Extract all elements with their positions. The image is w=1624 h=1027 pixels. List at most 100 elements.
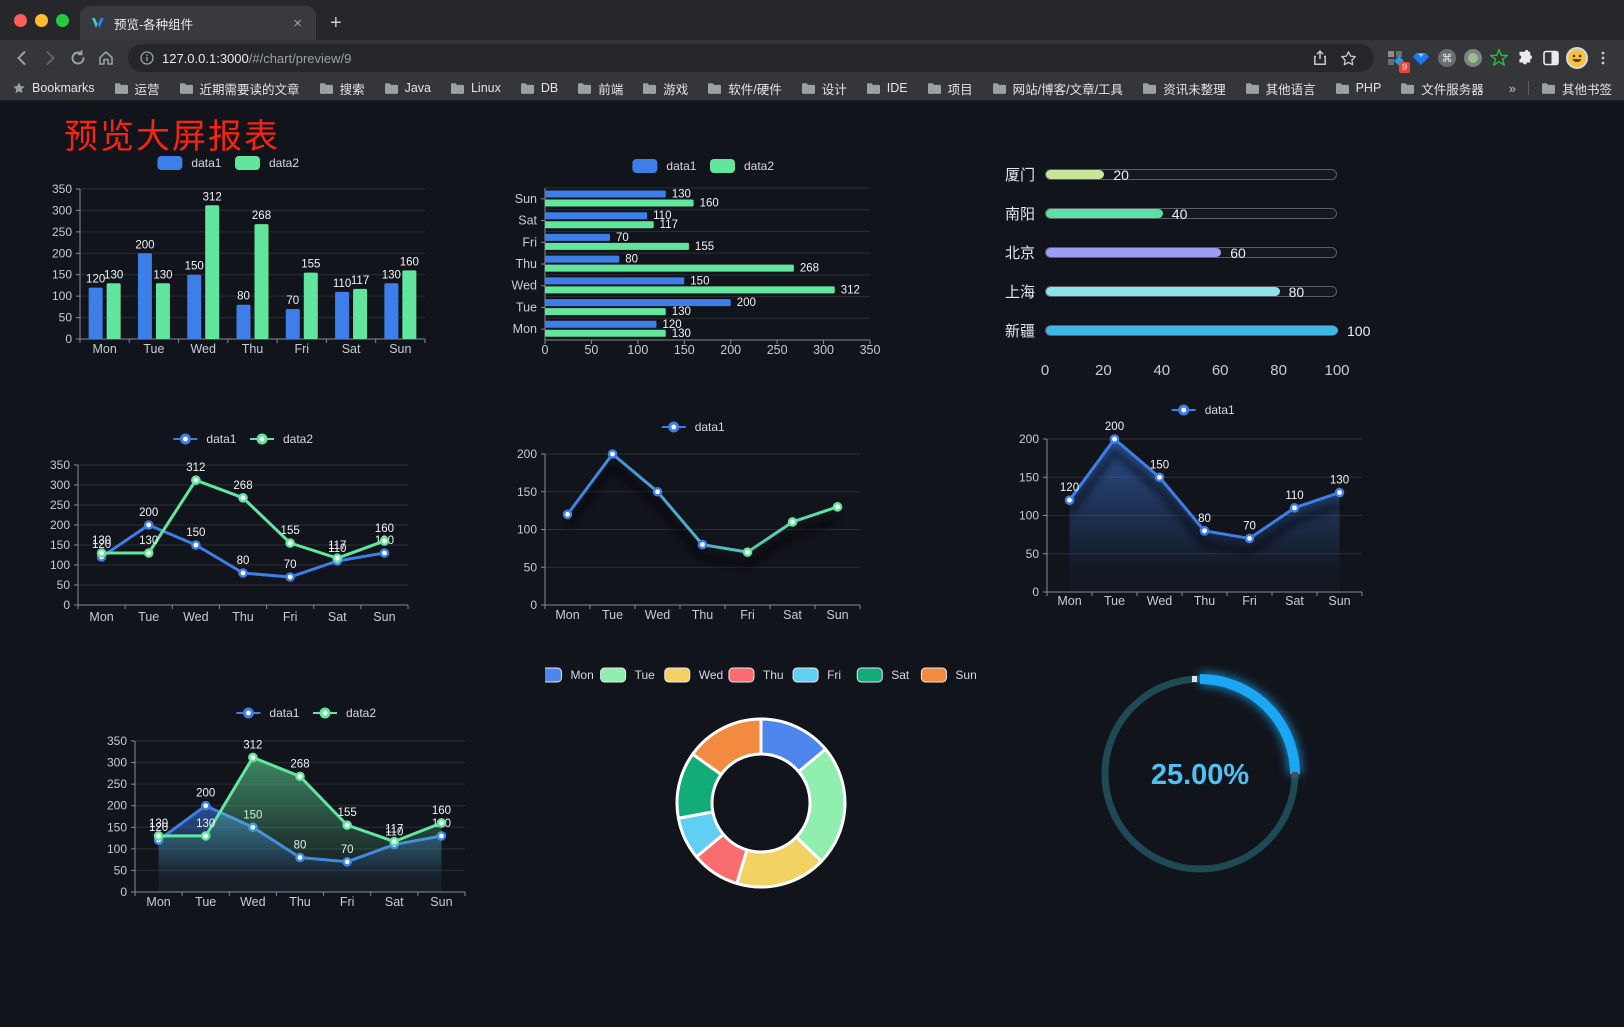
bookmark-folder[interactable]: IDE bbox=[866, 79, 908, 98]
svg-text:110: 110 bbox=[328, 543, 346, 555]
svg-text:250: 250 bbox=[767, 343, 788, 357]
progress-track: 80 bbox=[1045, 284, 1337, 300]
folder-icon bbox=[1245, 82, 1259, 94]
svg-text:200: 200 bbox=[139, 507, 158, 519]
svg-text:25.00%: 25.00% bbox=[1151, 759, 1250, 791]
svg-text:250: 250 bbox=[107, 777, 127, 791]
puzzle-extension-icon[interactable] bbox=[1512, 45, 1538, 71]
bookmark-folder-label: PHP bbox=[1355, 81, 1382, 95]
other-bookmarks[interactable]: 其他书签 bbox=[1541, 79, 1612, 98]
home-button[interactable] bbox=[92, 44, 120, 72]
bookmarks-root[interactable]: Bookmarks bbox=[12, 81, 95, 95]
back-button[interactable] bbox=[8, 44, 36, 72]
reload-button[interactable] bbox=[64, 44, 92, 72]
bookmark-star-icon[interactable] bbox=[1334, 44, 1362, 72]
dual-area-chart: data1 data2 0 50 100 150 200 250 300 350 Mon Tue Wed… bbox=[95, 700, 487, 922]
svg-text:150: 150 bbox=[1150, 459, 1169, 471]
svg-text:150: 150 bbox=[674, 343, 695, 357]
url-host: 127.0.0.1:3000 bbox=[162, 50, 249, 66]
bookmark-folder[interactable]: 近期需要读的文章 bbox=[179, 79, 300, 98]
green-star-extension-icon[interactable] bbox=[1486, 45, 1512, 71]
command-extension-icon[interactable]: ⌘ bbox=[1434, 45, 1460, 71]
bookmark-folder[interactable]: 项目 bbox=[927, 79, 973, 98]
browser-tab[interactable]: 预览-各种组件 × bbox=[80, 6, 316, 40]
close-window-button[interactable] bbox=[14, 14, 27, 27]
bookmark-folder[interactable]: DB bbox=[520, 79, 558, 98]
svg-text:Thu: Thu bbox=[242, 342, 264, 356]
svg-text:350: 350 bbox=[107, 734, 127, 748]
bookmark-folder[interactable]: PHP bbox=[1335, 79, 1382, 98]
bookmark-folder[interactable]: Linux bbox=[450, 79, 501, 98]
bookmark-folder[interactable]: 游戏 bbox=[642, 79, 688, 98]
bookmark-folder-label: 软件/硬件 bbox=[728, 82, 782, 97]
svg-text:200: 200 bbox=[52, 246, 72, 260]
progress-track: 100 bbox=[1045, 323, 1370, 339]
svg-text:200: 200 bbox=[135, 239, 154, 251]
grid-diamond-extension-icon[interactable]: 9 bbox=[1382, 45, 1410, 73]
traffic-lights bbox=[14, 14, 69, 27]
share-icon[interactable] bbox=[1306, 44, 1334, 72]
folder-icon bbox=[1143, 82, 1157, 94]
record-extension-icon[interactable] bbox=[1460, 45, 1486, 71]
svg-text:155: 155 bbox=[281, 525, 300, 537]
svg-text:200: 200 bbox=[737, 297, 756, 309]
gem-extension-icon[interactable] bbox=[1408, 45, 1434, 71]
svg-text:Fri: Fri bbox=[740, 608, 755, 622]
svg-text:100: 100 bbox=[50, 558, 70, 572]
star-icon bbox=[13, 82, 25, 94]
svg-text:0: 0 bbox=[1032, 585, 1039, 599]
new-tab-button[interactable]: + bbox=[330, 12, 342, 34]
info-icon[interactable] bbox=[140, 51, 154, 65]
svg-text:300: 300 bbox=[107, 756, 127, 770]
minimize-window-button[interactable] bbox=[35, 14, 48, 27]
svg-text:data1: data1 bbox=[191, 156, 221, 170]
url-path: /#/chart/preview/9 bbox=[248, 50, 352, 66]
svg-text:Tue: Tue bbox=[1104, 594, 1125, 608]
bookmark-folder[interactable]: 文件服务器 bbox=[1400, 79, 1484, 98]
svg-text:130: 130 bbox=[382, 269, 401, 281]
bookmark-folder[interactable]: 软件/硬件 bbox=[707, 79, 782, 98]
zoom-window-button[interactable] bbox=[56, 14, 69, 27]
bookmark-folder[interactable]: 搜索 bbox=[319, 79, 365, 98]
svg-text:150: 150 bbox=[52, 268, 72, 282]
svg-text:100: 100 bbox=[627, 343, 648, 357]
split-view-extension-icon[interactable] bbox=[1538, 45, 1564, 71]
bookmark-folder-label: 项目 bbox=[947, 82, 973, 97]
bookmark-folder[interactable]: Java bbox=[384, 79, 431, 98]
svg-text:100: 100 bbox=[107, 842, 127, 856]
progress-label: 新疆 bbox=[1004, 322, 1035, 340]
svg-text:350: 350 bbox=[52, 182, 72, 196]
svg-text:50: 50 bbox=[59, 311, 73, 325]
folder-icon bbox=[179, 82, 193, 94]
avatar-emoji[interactable] bbox=[1564, 45, 1590, 71]
dual-line-chart: data1 data2 0 50 100 150 200 250 300 350 Mon Tue Wed… bbox=[40, 425, 425, 645]
progress-fill bbox=[1046, 208, 1163, 218]
url-bar[interactable]: 127.0.0.1:3000/#/chart/preview/9 bbox=[128, 44, 1374, 72]
forward-button[interactable] bbox=[36, 44, 64, 72]
kebab-menu-icon[interactable] bbox=[1590, 45, 1616, 71]
svg-text:100: 100 bbox=[52, 289, 72, 303]
svg-text:Tue: Tue bbox=[635, 668, 656, 682]
bookmark-folder[interactable]: 运营 bbox=[114, 79, 160, 98]
tab-close-icon[interactable]: × bbox=[293, 14, 302, 32]
svg-text:100: 100 bbox=[1019, 509, 1039, 523]
svg-text:150: 150 bbox=[185, 261, 204, 273]
svg-text:Sun: Sun bbox=[373, 610, 395, 624]
bookmark-folder-label: 运营 bbox=[134, 82, 160, 97]
svg-text:150: 150 bbox=[1019, 470, 1039, 484]
bookmark-folder[interactable]: 其他语言 bbox=[1245, 79, 1316, 98]
progress-fill bbox=[1046, 247, 1222, 257]
bookmark-folder-label: 文件服务器 bbox=[1421, 82, 1484, 97]
progress-track: 40 bbox=[1045, 206, 1337, 222]
svg-text:130: 130 bbox=[149, 818, 168, 830]
bookmark-folder-label: 搜索 bbox=[339, 82, 365, 97]
bookmarks-overflow-chevron[interactable]: » bbox=[1508, 80, 1516, 96]
progress-row: 南阳 40 bbox=[995, 202, 1337, 224]
bookmark-folder[interactable]: 网站/博客/文章/工具 bbox=[992, 79, 1123, 98]
donut-pie-chart: Mon Tue Wed Thu Fri Sat Sun bbox=[535, 661, 977, 921]
gradient-line-chart-svg: data1 0 50 100 150 200 Mon Tue Wed Thu Fri Sat Sun bbox=[517, 420, 861, 622]
bookmark-folder[interactable]: 资讯未整理 bbox=[1142, 79, 1226, 98]
bookmark-folder[interactable]: 设计 bbox=[801, 79, 847, 98]
svg-text:Tue: Tue bbox=[195, 895, 216, 909]
bookmark-folder[interactable]: 前端 bbox=[577, 79, 623, 98]
